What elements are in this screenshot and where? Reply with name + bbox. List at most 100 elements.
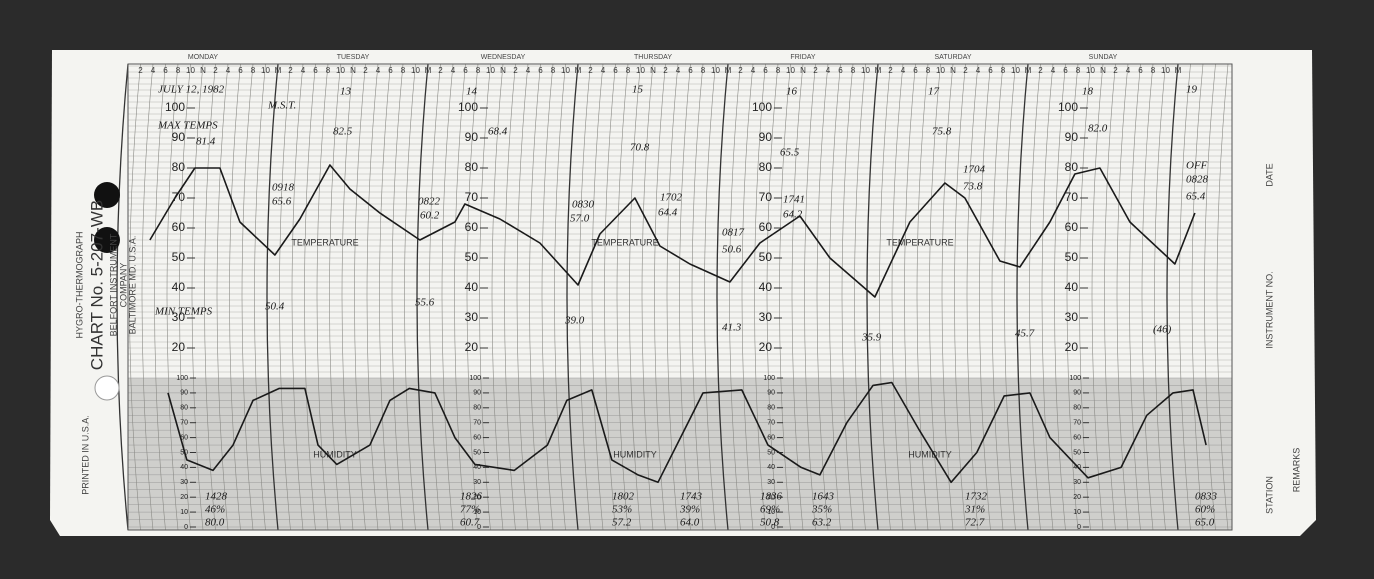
handwritten-note: M.S.T. (267, 100, 296, 112)
scale-label: 30 (465, 310, 479, 324)
handwritten-note: MIN TEMPS (154, 306, 213, 318)
day-label: FRIDAY (790, 54, 815, 61)
hour-label: 8 (1151, 66, 1156, 75)
handwritten-note: 80.0 (205, 517, 225, 529)
scale-label: 60 (767, 434, 775, 441)
handwritten-note: 82.0 (1088, 123, 1108, 135)
scale-label: 100 (458, 100, 478, 114)
hour-label: 10 (786, 66, 795, 75)
hour-label: 4 (751, 66, 756, 75)
hour-label: 10 (1161, 66, 1170, 75)
hour-label: M (875, 66, 882, 75)
scale-label: 50 (759, 250, 773, 264)
day-label: SATURDAY (934, 54, 971, 61)
handwritten-note: 64.2 (783, 209, 803, 221)
handwritten-note: 15 (632, 84, 644, 96)
handwritten-note: 1428 (205, 491, 228, 503)
hour-label: N (200, 66, 206, 75)
handwritten-note: 50.8 (760, 517, 780, 529)
hour-label: N (650, 66, 656, 75)
hour-label: 8 (326, 66, 331, 75)
scale-label: 50 (767, 449, 775, 456)
left-label: BALTIMORE MD. U.S.A. (127, 236, 137, 335)
handwritten-note: 65.4 (1186, 191, 1206, 203)
hour-label: 4 (451, 66, 456, 75)
hour-label: 4 (301, 66, 306, 75)
scale-label: 100 (752, 100, 772, 114)
scale-label: 70 (1065, 190, 1079, 204)
section-label: HUMIDITY (313, 449, 357, 459)
hour-label: M (425, 66, 432, 75)
scale-label: 50 (1073, 449, 1081, 456)
hour-label: 10 (261, 66, 270, 75)
scale-label: 80 (172, 160, 186, 174)
handwritten-note: 0817 (722, 227, 745, 239)
handwritten-note: 45.7 (1015, 328, 1035, 340)
hour-label: 4 (226, 66, 231, 75)
scale-label: 90 (759, 130, 773, 144)
remarks-field: REMARKS (1291, 448, 1301, 493)
handwritten-note: 57.2 (612, 517, 632, 529)
hour-label: N (800, 66, 806, 75)
scale-label: 50 (473, 449, 481, 456)
scale-label: 30 (759, 310, 773, 324)
hour-label: 2 (513, 66, 518, 75)
scale-label: 20 (1073, 494, 1081, 501)
hour-label: N (350, 66, 356, 75)
station-field: STATION (1264, 476, 1274, 514)
scale-label: 30 (767, 479, 775, 486)
scale-label: 20 (465, 340, 479, 354)
handwritten-note: 64.4 (658, 207, 678, 219)
scale-label: 70 (180, 420, 188, 427)
scale-label: 90 (473, 390, 481, 397)
hour-label: 6 (463, 66, 468, 75)
scale-label: 80 (1065, 160, 1079, 174)
hour-label: 8 (251, 66, 256, 75)
chart-number: CHART No. 5-207-WB (87, 200, 106, 370)
scale-label: 100 (1058, 100, 1078, 114)
day-label: MONDAY (188, 54, 219, 61)
hour-label: M (1175, 66, 1182, 75)
handwritten-note: 64.0 (680, 517, 700, 529)
hour-label: M (1025, 66, 1032, 75)
right-field: REMARKS (1291, 448, 1301, 493)
handwritten-note: 60.7 (460, 517, 480, 529)
scale-label: 100 (763, 375, 775, 382)
handwritten-note: 39.0 (564, 315, 585, 327)
scale-label: 30 (1065, 310, 1079, 324)
left-label: HYGRO-THERMOGRAPH (74, 231, 84, 338)
scale-label: 100 (469, 375, 481, 382)
scale-label: 60 (172, 220, 186, 234)
hour-label: 6 (763, 66, 768, 75)
day-label: THURSDAY (634, 54, 672, 61)
scale-label: 20 (180, 494, 188, 501)
body: {"header":{"days":["MONDAY","TUESDAY","W… (0, 0, 1374, 579)
hour-label: 4 (1051, 66, 1056, 75)
scale-label: 90 (767, 390, 775, 397)
handwritten-note: 0830 (572, 199, 595, 211)
hour-label: 10 (1011, 66, 1020, 75)
scale-label: 90 (1073, 390, 1081, 397)
day-label: TUESDAY (337, 54, 370, 61)
handwritten-note: 55.6 (415, 297, 435, 309)
left-label: PRINTED IN U.S.A. (80, 415, 90, 495)
scale-label: 80 (473, 405, 481, 412)
handwritten-note: 0822 (418, 196, 441, 208)
hour-label: 10 (486, 66, 495, 75)
section-label: HUMIDITY (613, 449, 657, 459)
day-label: WEDNESDAY (481, 54, 526, 61)
handwritten-note: 14 (466, 86, 478, 98)
hour-label: 2 (138, 66, 143, 75)
hour-label: 8 (626, 66, 631, 75)
scale-label: 50 (1065, 250, 1079, 264)
photo: HYGRO-THERMOGRAPH CHART No. 5-207-WB BEL… (0, 0, 1374, 579)
hour-label: 6 (538, 66, 543, 75)
scale-label: 70 (767, 420, 775, 427)
handwritten-note: 35.9 (861, 332, 882, 344)
hour-label: 2 (888, 66, 893, 75)
scale-label: 90 (1065, 130, 1079, 144)
handwritten-note: 72.7 (965, 517, 985, 529)
scale-label: 20 (759, 340, 773, 354)
handwritten-note: 50.6 (722, 244, 742, 256)
handwritten-note: 1836 (760, 491, 783, 503)
